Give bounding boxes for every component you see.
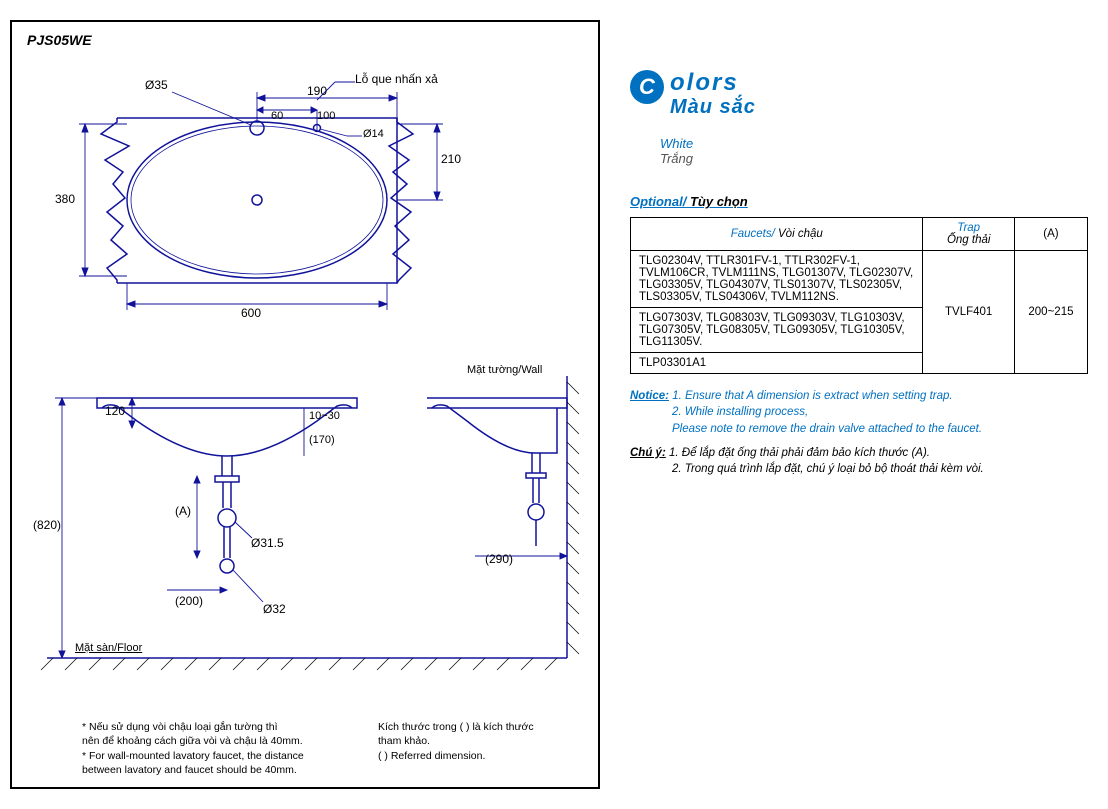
fn-c1-l2: nên để khoảng cách giữa vòi và chậu là 4… — [82, 734, 348, 748]
th-faucets: Faucets/ Vòi chậu — [631, 218, 923, 251]
chuy-label: Chú ý: — [630, 447, 666, 459]
dim-100: 100 — [317, 110, 335, 122]
fn-c2-l3: ( ) Referred dimension. — [378, 749, 568, 763]
notice-l2: 2. While installing process, — [672, 404, 1088, 420]
th-faucets-en: Faucets/ — [731, 228, 775, 240]
td-trap: TVLF401 — [923, 251, 1014, 374]
callout-xa: Lỗ que nhấn xả — [355, 72, 438, 86]
optional-vi: Tùy chọn — [690, 194, 748, 209]
th-a: (A) — [1014, 218, 1087, 251]
notice-l3: Please note to remove the drain valve at… — [672, 421, 1088, 437]
th-trap-en: Trap — [957, 222, 980, 234]
th-faucets-vi: Vòi chậu — [778, 228, 823, 240]
chuy-l1: 1. Để lắp đặt ống thải phải đảm bảo kích… — [669, 447, 930, 459]
dim-190: 190 — [307, 84, 327, 98]
dim-60: 60 — [271, 110, 283, 122]
colors-title-vi: Màu sắc — [670, 96, 756, 118]
dim-600: 600 — [241, 306, 261, 320]
wall-label: Mặt tường/Wall — [467, 364, 542, 376]
dim-d14: Ø14 — [363, 128, 384, 140]
floor-label: Mặt sàn/Floor — [75, 642, 142, 654]
colors-badge-icon: C — [630, 70, 664, 104]
footnotes: * Nếu sử dụng vòi chậu loại gắn tường th… — [82, 720, 568, 777]
color-en: White — [660, 136, 1088, 151]
dim-d31-5: Ø31.5 — [251, 536, 284, 550]
dim-290: (290) — [485, 552, 513, 566]
fn-c2-l1: Kích thước trong ( ) là kích thước — [378, 720, 568, 734]
dim-170: (170) — [309, 434, 335, 446]
dim-120: 120 — [105, 404, 125, 418]
dim-200: (200) — [175, 594, 203, 608]
model-code: PJS05WE — [27, 32, 583, 48]
fn-c1-l1: * Nếu sử dụng vòi chậu loại gắn tường th… — [82, 720, 348, 734]
diagram-area: 600 380 210 190 60 100 Ø35 Ø14 Lỗ que nh… — [27, 48, 583, 748]
notice-label: Notice: — [630, 390, 669, 402]
colors-title-en: olors — [670, 69, 739, 96]
optional-header: Optional/ Tùy chọn — [630, 194, 1088, 209]
dim-10-30: 10~30 — [309, 410, 340, 422]
dim-210: 210 — [441, 152, 461, 166]
fn-c1-l3: * For wall-mounted lavatory faucet, the … — [82, 749, 348, 763]
optional-table: Faucets/ Vòi chậu Trap Ống thải (A) TLG0… — [630, 217, 1088, 374]
dim-820: (820) — [33, 518, 61, 532]
td-faucets-2: TLG07303V, TLG08303V, TLG09303V, TLG1030… — [631, 308, 923, 353]
fn-c1-l4: between lavatory and faucet should be 40… — [82, 763, 348, 777]
diagram-panel: PJS05WE — [10, 20, 600, 789]
color-item: White Trắng — [660, 136, 1088, 166]
dim-A: (A) — [175, 504, 191, 518]
th-trap-vi: Ống thải — [931, 234, 1005, 246]
info-panel: C olors Màu sắc White Trắng Optional/ Tù… — [600, 20, 1098, 789]
td-a: 200~215 — [1014, 251, 1087, 374]
th-trap: Trap Ống thải — [923, 218, 1014, 251]
colors-header: C olors Màu sắc — [630, 70, 1088, 118]
td-faucets-3: TLP03301A1 — [631, 353, 923, 374]
notice-block: Notice: 1. Ensure that A dimension is ex… — [630, 388, 1088, 476]
fn-c2-l2: tham khảo. — [378, 734, 568, 748]
notice-l1: 1. Ensure that A dimension is extract wh… — [672, 390, 952, 402]
dim-380: 380 — [55, 192, 75, 206]
dim-d32: Ø32 — [263, 602, 286, 616]
color-vi: Trắng — [660, 151, 1088, 166]
dim-d35: Ø35 — [145, 78, 168, 92]
chuy-l2: 2. Trong quá trình lắp đặt, chú ý loại b… — [672, 461, 1088, 477]
td-faucets-1: TLG02304V, TTLR301FV-1, TTLR302FV-1, TVL… — [631, 251, 923, 308]
optional-en: Optional/ — [630, 194, 686, 209]
